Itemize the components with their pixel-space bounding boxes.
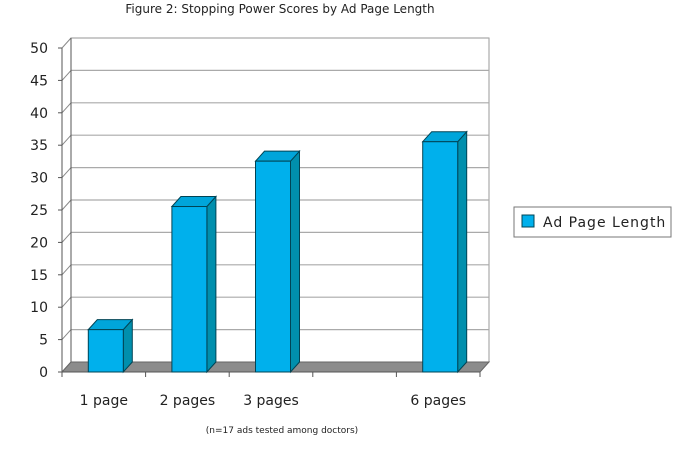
x-tick-label: 6 pages	[410, 393, 466, 409]
y-tick-label: 0	[39, 365, 48, 381]
chart-title: Figure 2: Stopping Power Scores by Ad Pa…	[125, 2, 434, 16]
bar	[422, 141, 459, 373]
chart-note: (n=17 ads tested among doctors)	[206, 426, 358, 436]
y-tick-label: 20	[30, 235, 48, 251]
y-tick-label: 45	[30, 73, 48, 89]
gridline-side	[61, 134, 72, 146]
gridline-side	[61, 199, 72, 211]
bar-side	[290, 149, 300, 374]
y-tick-label: 25	[30, 203, 48, 219]
legend	[513, 206, 672, 238]
gridline-side	[61, 329, 72, 340]
x-tick-label: 1 page	[80, 393, 128, 409]
bar	[255, 160, 291, 373]
x-tick-label: 2 pages	[160, 393, 216, 409]
gridline-side	[61, 70, 72, 81]
y-tick-label: 10	[30, 300, 48, 316]
bar-side	[457, 130, 468, 374]
y-tick-label: 50	[30, 41, 48, 57]
y-tick-label: 5	[39, 333, 48, 349]
x-tick-label: 3 pages	[243, 393, 299, 409]
legend-swatch	[521, 214, 535, 228]
gridline-side	[61, 102, 72, 114]
bar	[87, 329, 124, 373]
y-tick-label: 30	[30, 171, 48, 187]
y-tick-label: 40	[30, 106, 48, 122]
y-tick-label: 15	[30, 268, 48, 284]
y-tick-label: 35	[30, 138, 48, 154]
gridline-side	[61, 37, 72, 49]
gridline-side	[61, 296, 72, 308]
gridline-side	[61, 264, 72, 276]
bar	[171, 206, 208, 373]
gridline-side	[61, 232, 72, 243]
bar-side	[206, 195, 217, 374]
legend-label: Ad Page Length	[543, 215, 666, 231]
gridline-side	[61, 167, 72, 178]
